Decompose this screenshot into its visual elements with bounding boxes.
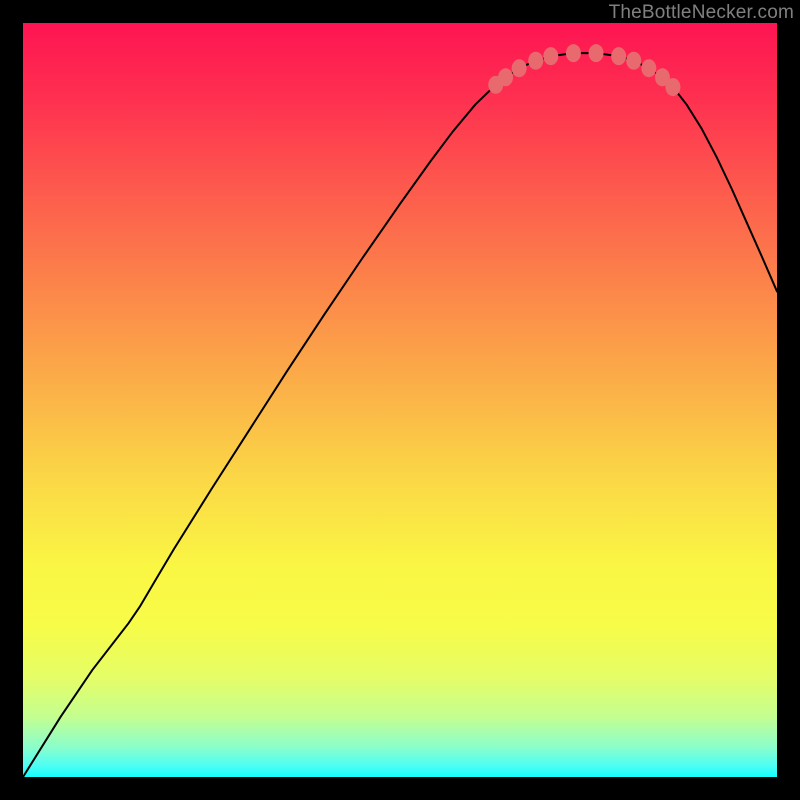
data-marker: [512, 59, 527, 77]
data-marker: [626, 52, 641, 70]
data-marker: [566, 44, 581, 62]
chart-frame: TheBottleNecker.com: [0, 0, 800, 800]
data-marker: [665, 78, 680, 96]
data-marker: [543, 47, 558, 65]
data-marker: [611, 47, 626, 65]
data-marker: [589, 44, 604, 62]
plot-svg: [23, 23, 777, 777]
data-marker: [641, 59, 656, 77]
plot-area: [23, 23, 777, 777]
watermark-label: TheBottleNecker.com: [609, 2, 794, 24]
data-marker: [498, 68, 513, 86]
data-marker: [528, 52, 543, 70]
gradient-background: [23, 23, 777, 777]
